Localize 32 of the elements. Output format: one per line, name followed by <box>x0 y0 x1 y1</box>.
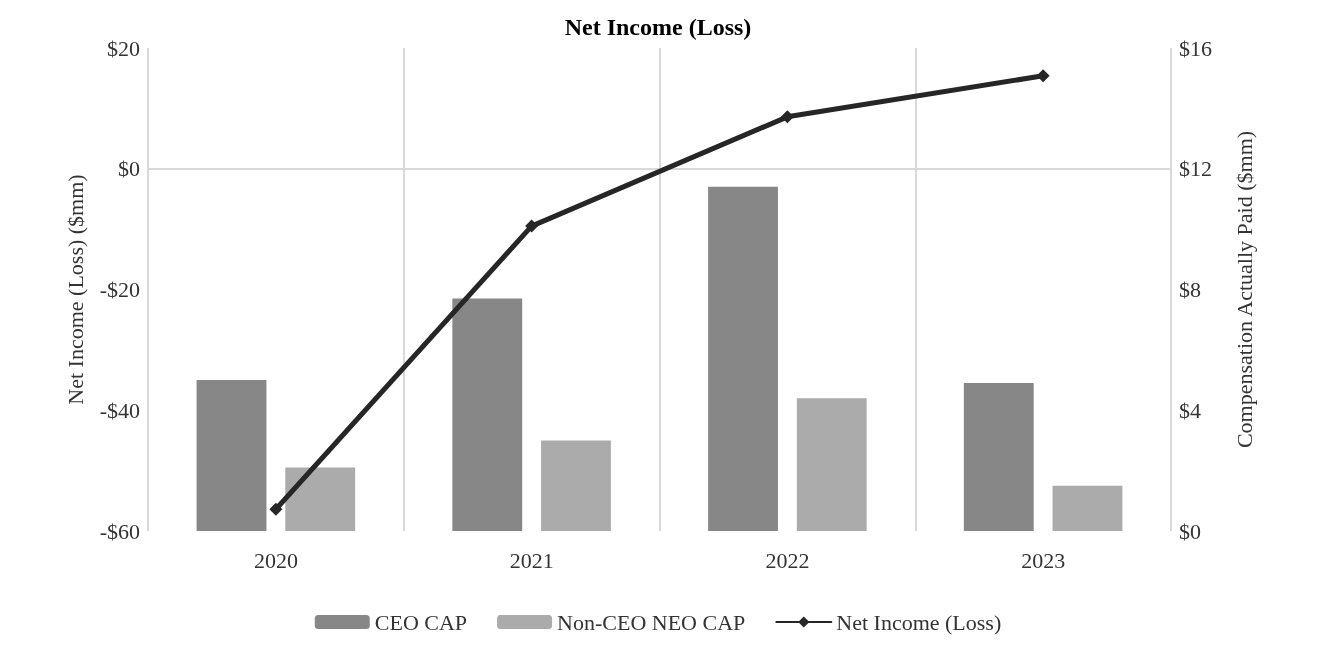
x-tick-label: 2023 <box>1021 547 1066 573</box>
y-tick-label: -$40 <box>99 397 140 423</box>
bar <box>196 380 267 531</box>
bar <box>708 186 778 531</box>
y-tick-label: -$60 <box>99 518 140 544</box>
point <box>1036 69 1050 83</box>
y2-tick-label: $4 <box>1179 397 1201 423</box>
y-axis-title: Net Income (Loss) ($mm) <box>62 174 88 405</box>
bar <box>963 383 1034 531</box>
y-tick-label: $20 <box>107 35 140 61</box>
legend-label: Non-CEO NEO CAP <box>557 609 746 635</box>
x-tick-label: 2021 <box>509 547 554 573</box>
y2-tick-label: $0 <box>1179 518 1201 544</box>
bar <box>796 398 867 531</box>
chart-title: Net Income (Loss) <box>564 14 752 40</box>
y2-tick-label: $16 <box>1179 35 1212 61</box>
bar <box>452 298 523 531</box>
bar <box>1052 485 1123 531</box>
bar <box>285 467 356 531</box>
y2-tick-label: $12 <box>1179 156 1212 182</box>
y2-tick-label: $8 <box>1179 277 1201 302</box>
point <box>525 219 539 233</box>
x-tick-label: 2020 <box>253 547 298 573</box>
legend-label: Net Income (Loss) <box>836 609 1002 635</box>
y-tick-label: -$20 <box>99 277 140 302</box>
x-tick-label: 2022 <box>765 547 810 573</box>
point <box>269 502 283 516</box>
legend-label: CEO CAP <box>374 609 468 635</box>
y-tick-label: $0 <box>118 156 140 182</box>
bar <box>541 440 611 531</box>
point <box>780 110 794 124</box>
y2-axis-title: Compensation Actually Paid ($mm) <box>1231 130 1257 449</box>
